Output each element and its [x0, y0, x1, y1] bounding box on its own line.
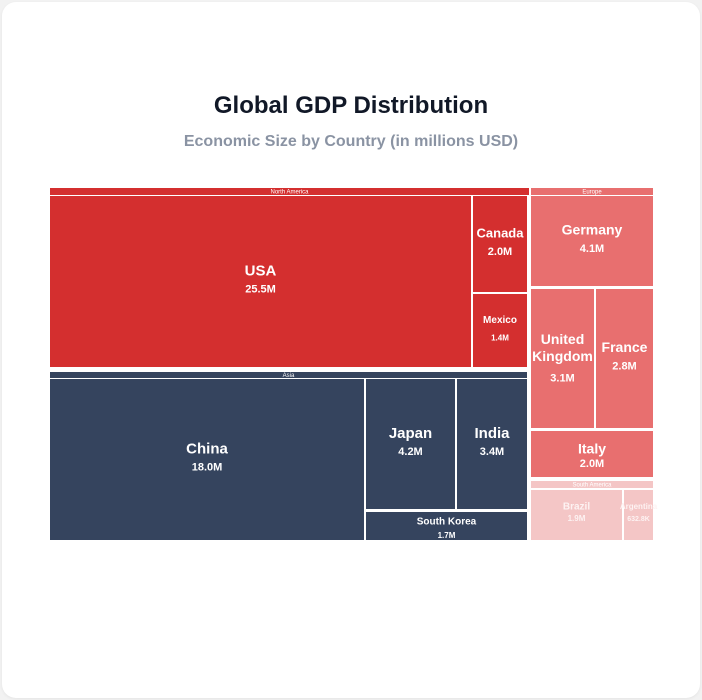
group-header-north-america: [50, 188, 529, 195]
cell-rect-canada[interactable]: [473, 196, 527, 292]
cell-rect-mexico[interactable]: [473, 294, 527, 367]
cell-value-germany: 4.1M: [580, 243, 604, 255]
cell-rect-argentina[interactable]: [624, 490, 653, 540]
group-header-europe: [531, 188, 653, 195]
group-label-asia: Asia: [283, 373, 295, 379]
cell-name-brazil: Brazil: [563, 502, 590, 513]
cell-name-usa: USA: [245, 262, 277, 279]
cell-name-argentina: Argentina: [620, 502, 658, 511]
cell-value-usa: 25.5M: [245, 283, 276, 295]
cell-name-mexico: Mexico: [483, 315, 517, 326]
cell-germany[interactable]: Germany 4.1M: [531, 196, 653, 286]
cell-value-united-kingdom: 3.1M: [550, 372, 574, 384]
group-label-north-america: North America: [270, 190, 309, 196]
cell-mexico[interactable]: Mexico 1.4M: [473, 294, 527, 367]
cell-rect-japan[interactable]: [366, 379, 455, 509]
cell-france[interactable]: France 2.8M: [596, 289, 653, 428]
cell-japan[interactable]: Japan 4.2M: [366, 379, 455, 509]
cell-value-canada: 2.0M: [488, 246, 512, 258]
cell-name-italy: Italy: [578, 441, 606, 457]
group-header-south-america: [531, 481, 653, 488]
cell-name-germany: Germany: [562, 222, 623, 238]
cell-rect-south-korea[interactable]: [366, 512, 527, 540]
chart-title: Global GDP Distribution: [213, 92, 489, 119]
cell-name-canada: Canada: [477, 225, 525, 240]
cell-rect-france[interactable]: [596, 289, 653, 428]
group-label-europe: Europe: [582, 190, 602, 196]
cell-rect-usa[interactable]: [50, 196, 471, 367]
group-header-asia: [50, 372, 527, 378]
cell-value-japan: 4.2M: [398, 446, 422, 458]
cell-india[interactable]: India 3.4M: [457, 379, 527, 509]
cell-rect-germany[interactable]: [531, 196, 653, 286]
cell-canada[interactable]: Canada 2.0M: [473, 196, 527, 292]
cell-value-china: 18.0M: [192, 461, 223, 473]
group-north-america: North America USA 25.5M Canada 2.0M Mexico 1.4…: [50, 188, 529, 367]
cell-rect-china[interactable]: [50, 379, 364, 540]
cell-rect-brazil[interactable]: [531, 490, 622, 540]
cell-value-mexico: 1.4M: [491, 334, 509, 343]
cell-rect-italy[interactable]: [531, 431, 653, 477]
cell-china[interactable]: China 18.0M: [50, 379, 364, 540]
group-label-south-america: South America: [572, 483, 612, 489]
cell-value-france: 2.8M: [612, 360, 636, 372]
chart-subtitle: Economic Size by Country (in millions US…: [183, 133, 519, 150]
cell-value-india: 3.4M: [480, 446, 504, 458]
cell-name-japan: Japan: [389, 425, 432, 442]
cell-name-china: China: [186, 440, 228, 457]
cell-argentina[interactable]: Argentina 632.8K: [620, 490, 658, 540]
cell-name-line2-united-kingdom: Kingdom: [532, 348, 593, 364]
cell-south-korea[interactable]: South Korea 1.7M: [366, 512, 527, 540]
cell-value-brazil: 1.9M: [568, 514, 586, 523]
cell-value-argentina: 632.8K: [627, 516, 650, 523]
cell-name-india: India: [474, 425, 510, 442]
cell-name-france: France: [602, 339, 648, 355]
group-asia: Asia China 18.0M Japan 4.2M India 3.4M South Ko…: [50, 372, 527, 540]
cell-value-italy: 2.0M: [580, 458, 604, 470]
cell-usa[interactable]: USA 25.5M: [50, 196, 471, 367]
cell-rect-united-kingdom[interactable]: [531, 289, 594, 428]
cell-rect-india[interactable]: [457, 379, 527, 509]
cell-name-south-korea: South Korea: [417, 517, 477, 528]
cell-name-united-kingdom: United: [541, 331, 585, 347]
cell-value-south-korea: 1.7M: [438, 531, 456, 540]
